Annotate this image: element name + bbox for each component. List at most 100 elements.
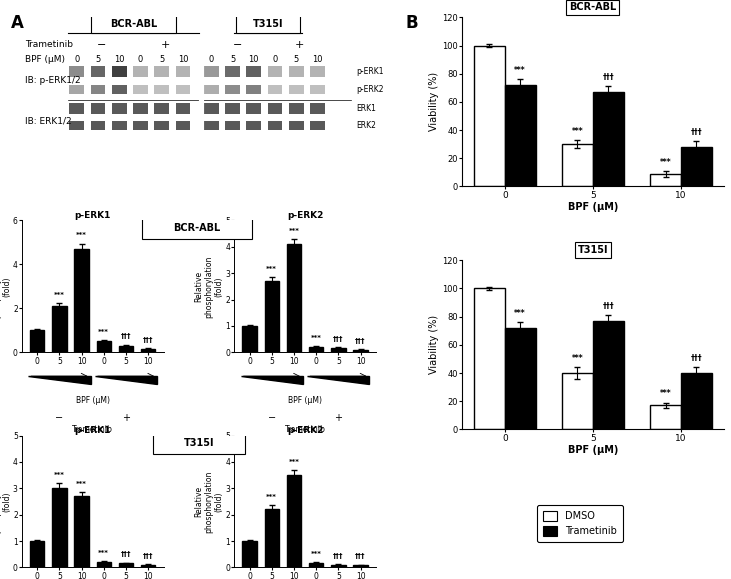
Text: †††: ††† bbox=[121, 334, 132, 339]
Bar bbox=[287, 244, 301, 353]
Bar bbox=[119, 346, 133, 353]
Text: 5: 5 bbox=[159, 55, 164, 64]
Text: †††: ††† bbox=[355, 338, 366, 344]
Polygon shape bbox=[307, 376, 369, 384]
FancyBboxPatch shape bbox=[268, 85, 282, 94]
Y-axis label: Relative
phosphorylation
(fold): Relative phosphorylation (fold) bbox=[194, 255, 224, 318]
FancyBboxPatch shape bbox=[289, 121, 303, 130]
Bar bbox=[505, 328, 536, 430]
Bar bbox=[52, 488, 67, 567]
Bar bbox=[141, 565, 156, 567]
Text: BCR-ABL: BCR-ABL bbox=[110, 19, 157, 29]
Bar bbox=[141, 349, 156, 353]
FancyBboxPatch shape bbox=[204, 103, 219, 114]
FancyBboxPatch shape bbox=[246, 103, 261, 114]
Bar bbox=[505, 85, 536, 186]
FancyBboxPatch shape bbox=[246, 65, 261, 77]
FancyBboxPatch shape bbox=[154, 121, 169, 130]
FancyBboxPatch shape bbox=[133, 85, 148, 94]
Text: ***: *** bbox=[266, 266, 277, 272]
FancyBboxPatch shape bbox=[91, 65, 105, 77]
Text: IB: p-ERK1/2: IB: p-ERK1/2 bbox=[26, 76, 81, 86]
Title: T315I: T315I bbox=[577, 245, 608, 255]
Bar bbox=[75, 249, 89, 353]
Text: B: B bbox=[406, 14, 418, 32]
Polygon shape bbox=[29, 376, 91, 384]
FancyBboxPatch shape bbox=[69, 85, 84, 94]
X-axis label: BPF (μM): BPF (μM) bbox=[568, 203, 618, 212]
Text: −: − bbox=[56, 413, 64, 423]
Bar bbox=[30, 331, 45, 353]
Text: +: + bbox=[334, 413, 342, 423]
Bar bbox=[681, 147, 712, 186]
Text: −: − bbox=[268, 413, 276, 423]
Text: 10: 10 bbox=[312, 55, 322, 64]
FancyBboxPatch shape bbox=[175, 121, 190, 130]
Text: p-ERK1: p-ERK1 bbox=[357, 67, 384, 76]
Text: +: + bbox=[161, 40, 170, 50]
FancyBboxPatch shape bbox=[310, 121, 325, 130]
FancyBboxPatch shape bbox=[153, 431, 245, 454]
Text: BPF (μM): BPF (μM) bbox=[26, 55, 66, 64]
Text: 5: 5 bbox=[230, 55, 235, 64]
Bar bbox=[474, 46, 505, 186]
Text: −: − bbox=[233, 40, 243, 50]
FancyBboxPatch shape bbox=[91, 85, 105, 94]
Text: Trametinib: Trametinib bbox=[72, 425, 113, 434]
Text: BPF (μM): BPF (μM) bbox=[76, 396, 110, 405]
FancyBboxPatch shape bbox=[225, 85, 240, 94]
Text: ERK2: ERK2 bbox=[357, 121, 376, 130]
FancyBboxPatch shape bbox=[175, 103, 190, 114]
Text: ***: *** bbox=[311, 551, 322, 557]
Text: Trametinib: Trametinib bbox=[26, 41, 74, 49]
Text: †††: ††† bbox=[333, 553, 344, 559]
Bar bbox=[96, 342, 111, 353]
Text: ***: *** bbox=[289, 228, 300, 234]
Text: 5: 5 bbox=[96, 55, 101, 64]
Bar bbox=[265, 510, 279, 567]
Text: ***: *** bbox=[266, 494, 277, 500]
Bar bbox=[96, 562, 111, 567]
Text: 10: 10 bbox=[249, 55, 259, 64]
FancyBboxPatch shape bbox=[112, 103, 126, 114]
Text: 0: 0 bbox=[74, 55, 80, 64]
Polygon shape bbox=[95, 376, 157, 384]
Bar bbox=[353, 565, 368, 567]
FancyBboxPatch shape bbox=[112, 65, 126, 77]
Bar bbox=[30, 541, 45, 567]
Polygon shape bbox=[240, 376, 303, 384]
FancyBboxPatch shape bbox=[175, 85, 190, 94]
Text: †††: ††† bbox=[691, 354, 702, 363]
Title: BCR-ABL: BCR-ABL bbox=[569, 2, 616, 12]
Bar bbox=[265, 281, 279, 353]
Text: †††: ††† bbox=[143, 553, 154, 559]
Text: T315I: T315I bbox=[183, 438, 214, 448]
Text: +: + bbox=[295, 40, 305, 50]
Bar bbox=[331, 349, 346, 353]
FancyBboxPatch shape bbox=[133, 121, 148, 130]
Text: Trametinib: Trametinib bbox=[284, 425, 325, 434]
Text: ***: *** bbox=[76, 232, 87, 238]
Text: ***: *** bbox=[99, 550, 109, 556]
FancyBboxPatch shape bbox=[268, 103, 282, 114]
Text: IB: ERK1/2: IB: ERK1/2 bbox=[26, 116, 72, 125]
Bar bbox=[681, 373, 712, 430]
FancyBboxPatch shape bbox=[91, 121, 105, 130]
Bar bbox=[593, 92, 624, 186]
Text: ***: *** bbox=[572, 354, 583, 363]
FancyBboxPatch shape bbox=[236, 15, 300, 33]
Text: 0: 0 bbox=[273, 55, 278, 64]
Text: ***: *** bbox=[515, 309, 526, 318]
Title: p-ERK1: p-ERK1 bbox=[75, 211, 111, 219]
Legend: DMSO, Trametinib: DMSO, Trametinib bbox=[537, 505, 623, 542]
Y-axis label: Relative
phosphorylation
(fold): Relative phosphorylation (fold) bbox=[194, 470, 224, 533]
Text: †††: ††† bbox=[333, 336, 344, 342]
Bar bbox=[243, 326, 257, 353]
FancyBboxPatch shape bbox=[204, 65, 219, 77]
Bar bbox=[562, 144, 593, 186]
Y-axis label: Relative
phosphorylation
(fold): Relative phosphorylation (fold) bbox=[0, 255, 12, 318]
Text: ***: *** bbox=[311, 335, 322, 341]
FancyBboxPatch shape bbox=[289, 85, 303, 94]
FancyBboxPatch shape bbox=[91, 103, 105, 114]
FancyBboxPatch shape bbox=[154, 65, 169, 77]
